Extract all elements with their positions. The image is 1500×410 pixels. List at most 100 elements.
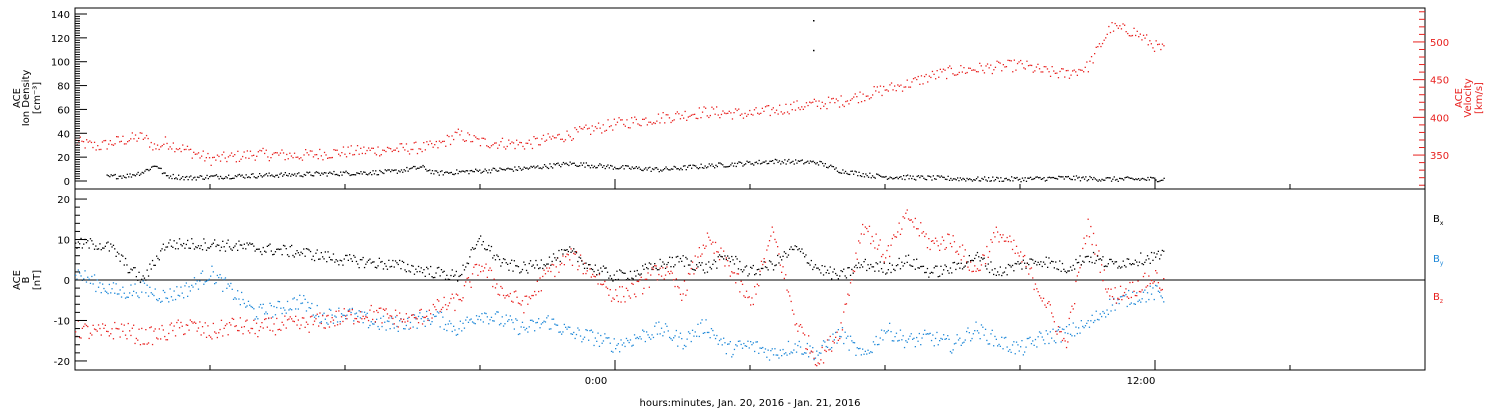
- bz-point: [720, 247, 722, 249]
- bz-point: [650, 274, 652, 276]
- velocity-point: [946, 77, 948, 80]
- bz-point: [544, 273, 547, 275]
- velocity-point: [749, 109, 751, 112]
- density-point: [558, 164, 560, 166]
- by-point: [183, 297, 185, 299]
- density-point: [990, 180, 992, 182]
- density-point: [824, 163, 826, 165]
- bz-point: [716, 251, 718, 253]
- density-point: [114, 173, 116, 176]
- velocity-point: [799, 108, 801, 111]
- by-point: [1022, 354, 1024, 356]
- bz-point: [998, 241, 1000, 243]
- velocity-point: [487, 146, 489, 148]
- bz-point: [701, 253, 703, 255]
- density-point: [1120, 177, 1122, 180]
- density-point: [1046, 179, 1048, 181]
- bx-point: [359, 259, 362, 261]
- density-point: [279, 173, 281, 175]
- by-point: [77, 269, 79, 271]
- bz-point: [558, 271, 560, 273]
- density-point: [369, 171, 371, 174]
- velocity-point: [264, 152, 266, 155]
- by-point: [172, 299, 174, 301]
- by-point: [1105, 316, 1107, 318]
- density-point: [908, 178, 910, 180]
- by-point: [786, 354, 788, 356]
- density-point: [211, 175, 214, 177]
- velocity-point: [227, 156, 230, 158]
- by-point: [129, 292, 131, 294]
- bx-point: [241, 244, 243, 246]
- by-point: [265, 311, 267, 313]
- velocity-point: [341, 152, 343, 154]
- density-point: [1008, 178, 1010, 181]
- bx-point: [420, 267, 422, 269]
- top-y2tick-label: 500: [1430, 38, 1449, 49]
- density-point: [1087, 179, 1090, 181]
- velocity-point: [1040, 71, 1042, 73]
- density-point: [619, 167, 621, 169]
- bx-point: [1079, 255, 1081, 257]
- density-point: [606, 165, 608, 168]
- bz-point: [539, 277, 541, 279]
- bx-point: [431, 276, 433, 278]
- by-point: [114, 292, 116, 294]
- bx-point: [837, 278, 839, 280]
- density-point: [1021, 177, 1024, 179]
- velocity-point: [486, 145, 488, 147]
- density-point: [1150, 176, 1152, 178]
- bz-point: [1025, 265, 1027, 268]
- velocity-point: [464, 140, 466, 142]
- velocity-point: [591, 125, 593, 127]
- bx-point: [917, 267, 919, 269]
- density-point: [331, 173, 334, 175]
- bx-point: [736, 258, 738, 260]
- density-point: [553, 163, 555, 165]
- bz-point: [142, 343, 144, 345]
- bz-point: [1098, 250, 1100, 252]
- bz-point: [785, 274, 787, 276]
- velocity-point: [588, 127, 590, 129]
- velocity-point: [746, 115, 748, 117]
- by-point: [305, 310, 308, 312]
- density-point: [947, 175, 949, 177]
- bx-point: [646, 267, 648, 269]
- bz-point: [134, 342, 136, 345]
- by-point: [403, 328, 405, 330]
- density-point: [1108, 177, 1110, 179]
- bz-point: [192, 322, 194, 324]
- bx-point: [536, 264, 538, 266]
- velocity-point: [722, 110, 724, 112]
- bx-point: [939, 275, 941, 277]
- velocity-point: [701, 111, 704, 113]
- by-point: [932, 334, 934, 336]
- by-point: [683, 344, 686, 347]
- bx-point: [212, 242, 214, 244]
- bx-point: [901, 261, 903, 263]
- velocity-point: [632, 122, 634, 124]
- density-point: [732, 165, 735, 167]
- by-point: [643, 330, 645, 333]
- velocity-point: [809, 101, 811, 103]
- by-point: [574, 337, 576, 340]
- density-point: [267, 175, 269, 177]
- velocity-point: [900, 84, 902, 86]
- density-point: [1063, 178, 1065, 180]
- velocity-point: [467, 132, 469, 134]
- density-point: [1121, 178, 1123, 180]
- bx-point: [532, 264, 534, 266]
- bx-point: [276, 248, 278, 250]
- velocity-point: [293, 152, 296, 154]
- by-point: [660, 327, 663, 329]
- bz-point: [538, 290, 540, 293]
- velocity-point: [260, 150, 263, 152]
- bx-point: [1113, 263, 1115, 265]
- velocity-point: [207, 152, 209, 155]
- velocity-point: [1048, 71, 1050, 73]
- bz-point: [563, 264, 565, 266]
- bz-point: [322, 315, 324, 317]
- velocity-point: [777, 113, 779, 115]
- by-point: [475, 315, 478, 317]
- bz-point: [704, 247, 706, 249]
